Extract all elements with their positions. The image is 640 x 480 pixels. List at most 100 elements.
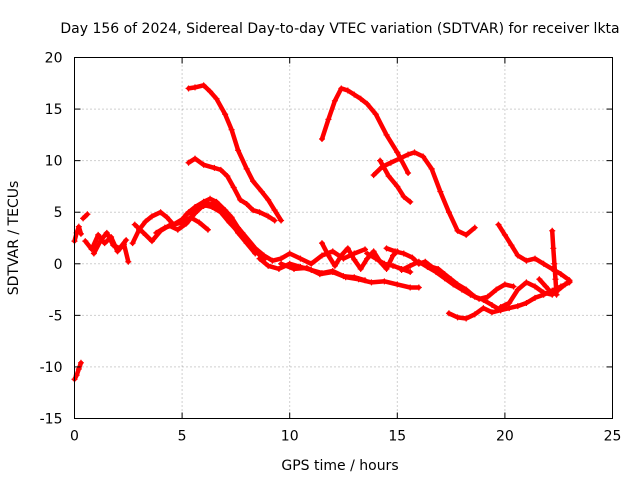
data-point xyxy=(501,231,508,238)
data-point xyxy=(405,170,412,177)
data-point xyxy=(250,207,257,214)
data-point xyxy=(196,219,203,226)
data-point xyxy=(82,238,89,245)
data-point xyxy=(437,188,444,195)
series-trace xyxy=(80,212,90,221)
data-point xyxy=(342,274,349,281)
data-point xyxy=(550,245,557,252)
data-point xyxy=(123,237,130,244)
data-point xyxy=(377,157,384,164)
data-point xyxy=(207,195,214,202)
series-arc-10 xyxy=(187,198,369,267)
data-point xyxy=(187,209,194,216)
data-point xyxy=(204,226,211,233)
data-point xyxy=(514,303,521,310)
data-point xyxy=(362,246,369,253)
data-point xyxy=(506,305,513,312)
data-point xyxy=(372,111,379,118)
series-arc-02 xyxy=(71,223,84,245)
data-point xyxy=(303,264,310,271)
data-point xyxy=(407,284,414,291)
data-point xyxy=(338,252,345,259)
data-point xyxy=(318,252,325,259)
data-point xyxy=(278,260,285,267)
data-point xyxy=(549,290,556,297)
data-point xyxy=(467,291,474,298)
data-point xyxy=(532,255,539,262)
data-point xyxy=(325,116,332,123)
chart-title: Day 156 of 2024, Sidereal Day-to-day VTE… xyxy=(60,21,619,37)
data-point xyxy=(344,87,351,94)
data-point xyxy=(484,293,491,300)
series-trace xyxy=(72,360,84,382)
x-tick-label: 20 xyxy=(496,429,514,445)
data-point xyxy=(170,221,177,228)
data-point xyxy=(364,255,371,262)
y-tick-label: 15 xyxy=(45,102,63,118)
series-trace xyxy=(319,86,411,176)
y-tick-label: -10 xyxy=(40,360,63,376)
data-point xyxy=(389,252,396,259)
axis-ticks: 0 5 10 15 20 25 -15 -10 -5 0 5 10 15 20 xyxy=(40,51,622,445)
data-point xyxy=(523,299,530,306)
data-point xyxy=(77,359,84,366)
data-point xyxy=(551,260,558,267)
data-point xyxy=(243,165,250,172)
series-arc-11 xyxy=(185,82,285,224)
data-point xyxy=(224,173,231,180)
data-point xyxy=(387,159,394,166)
series-arc-03 xyxy=(80,211,91,222)
data-point xyxy=(161,224,168,231)
data-point xyxy=(265,213,272,220)
data-point xyxy=(463,231,470,238)
series-arc-23 xyxy=(495,221,573,284)
data-point xyxy=(183,211,190,218)
data-point xyxy=(357,265,364,272)
y-tick-label: 20 xyxy=(45,51,63,67)
data-point xyxy=(532,294,539,301)
data-point xyxy=(265,262,272,269)
data-point xyxy=(420,153,427,160)
data-point xyxy=(211,164,218,171)
data-point xyxy=(252,245,259,252)
data-point xyxy=(411,149,418,156)
series-arc-26 xyxy=(536,276,573,297)
series-arc-18 xyxy=(377,157,414,205)
data-point xyxy=(480,305,487,312)
data-point xyxy=(394,281,401,288)
y-tick-label: 0 xyxy=(54,257,63,273)
data-point xyxy=(230,184,237,191)
series-arc-12 xyxy=(185,155,278,224)
data-point xyxy=(463,315,470,322)
data-point xyxy=(235,147,242,154)
data-point xyxy=(557,271,564,278)
data-point xyxy=(250,178,257,185)
data-point xyxy=(110,242,117,249)
data-point xyxy=(228,126,235,133)
data-point xyxy=(357,95,364,102)
data-point xyxy=(278,255,285,262)
data-point xyxy=(226,214,233,221)
series-arc-05 xyxy=(90,229,130,257)
x-axis-label: GPS time / hours xyxy=(281,458,398,474)
data-point xyxy=(508,242,515,249)
data-point xyxy=(400,250,407,257)
grid-lines xyxy=(74,57,613,419)
data-point xyxy=(415,258,422,265)
data-point xyxy=(213,95,220,102)
data-point xyxy=(217,166,224,173)
data-point xyxy=(95,231,102,238)
data-point xyxy=(318,240,325,247)
series-arc-16 xyxy=(318,85,412,177)
series-trace xyxy=(399,259,516,302)
data-point xyxy=(441,275,448,282)
x-tick-label: 15 xyxy=(388,429,406,445)
data-point xyxy=(471,224,478,231)
data-point xyxy=(514,286,521,293)
data-point xyxy=(370,172,377,179)
y-tick-label: 10 xyxy=(45,154,63,170)
data-point xyxy=(174,226,181,233)
data-point xyxy=(185,85,192,92)
data-point xyxy=(394,183,401,190)
data-point xyxy=(542,283,549,290)
